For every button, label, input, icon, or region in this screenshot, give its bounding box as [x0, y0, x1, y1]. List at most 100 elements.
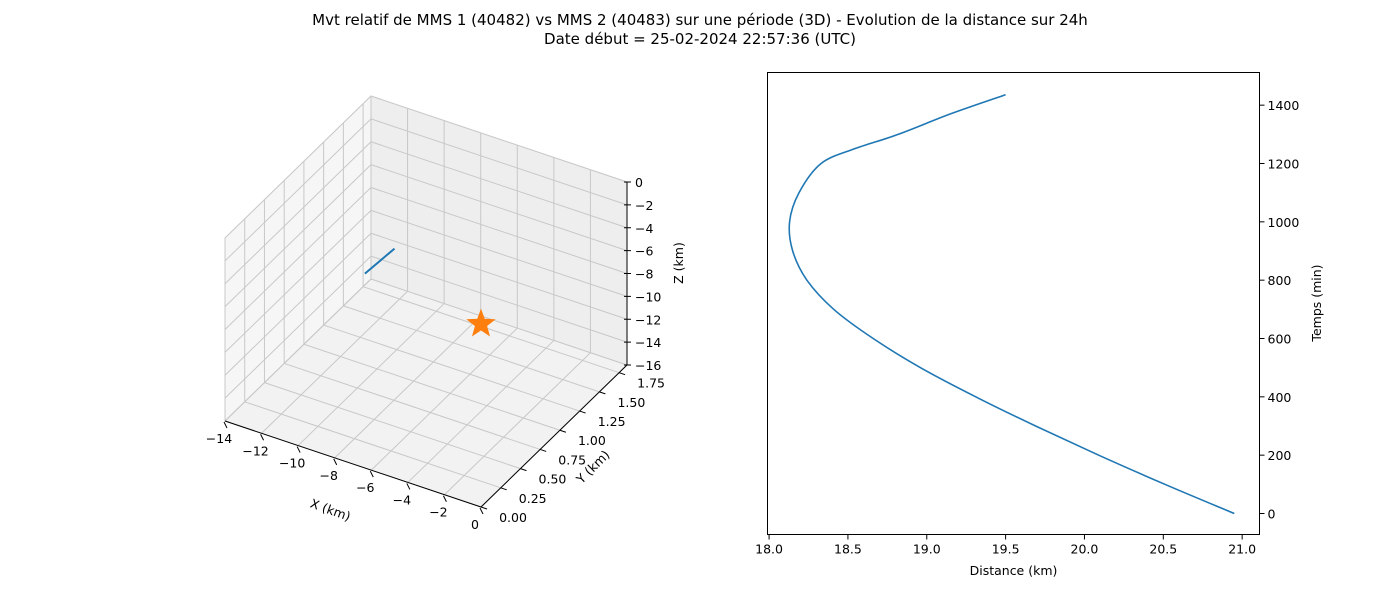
- x-tick-label: 18.0: [755, 542, 783, 557]
- grid-line-x-floor: [407, 340, 555, 483]
- x-tick-label: −2: [429, 505, 447, 520]
- grid-line-x-floor: [334, 315, 482, 459]
- ticks-2d: 18.0 18.5 19.0 19.5 20.0 20.5 21.0 0 200 400 600 80…: [755, 98, 1299, 556]
- y-tick-label: 0.25: [519, 491, 547, 506]
- x-axis-line: [224, 420, 482, 508]
- x-tick-label: 18.5: [834, 542, 862, 557]
- grid-line-z-left: [224, 210, 372, 353]
- y-tick-label: 600: [1268, 332, 1292, 347]
- y-tick-label: 800: [1268, 273, 1292, 288]
- grid-line-y-floor: [303, 343, 561, 431]
- y-tick-label: 1.25: [598, 414, 626, 429]
- grid-line-y-floor: [343, 305, 600, 393]
- x-axis-label: Distance (km): [970, 563, 1058, 578]
- x-tick-label: −12: [242, 443, 268, 458]
- y-tick: [559, 429, 567, 433]
- grid-line-z-left: [224, 141, 372, 285]
- grid-line-z-left: [224, 95, 372, 239]
- grid-line-z-back: [370, 232, 628, 320]
- y-axis-label: Temps (min): [1309, 264, 1324, 342]
- x-tick: [296, 446, 301, 453]
- star-marker: [466, 308, 496, 337]
- x-tick-label: −6: [356, 480, 374, 495]
- y-tick: [500, 487, 507, 491]
- grid-line-z-left: [224, 232, 372, 376]
- grid-line-z-left: [224, 118, 372, 262]
- axes-3d: −14 −12 −10 −8 −6 −4 −2 0 0.00 0.25 0.50 0.75 1.00 1.…: [206, 175, 665, 532]
- x-tick-label: 21.0: [1228, 542, 1256, 557]
- y-tick-label: 200: [1268, 448, 1292, 463]
- x-tick-label: −10: [279, 456, 305, 471]
- x-tick-label: 20.5: [1149, 542, 1177, 557]
- grid-line-z-back: [370, 141, 628, 229]
- x-axis-label: X (km): [308, 496, 352, 524]
- y-tick: [618, 372, 626, 376]
- y-tick-label: 1.00: [578, 433, 606, 448]
- grid-line-z-back: [370, 187, 628, 274]
- grid-line-z-back: [370, 164, 628, 252]
- x-tick: [479, 507, 484, 515]
- x-tick-label: 20.0: [1071, 542, 1099, 557]
- y-tick-label: 0.00: [499, 510, 527, 525]
- grid-line-z-back: [370, 118, 628, 206]
- y-tick: [480, 506, 488, 510]
- z-tick-label: −4: [635, 221, 653, 236]
- y-tick-label: 1.75: [637, 376, 665, 391]
- y-tick: [599, 391, 606, 395]
- x-tick: [260, 434, 265, 441]
- y-tick-label: 1400: [1268, 98, 1300, 113]
- grid-line-y-floor: [362, 286, 620, 374]
- x-tick-label: −14: [206, 431, 232, 446]
- z-tick-label: −2: [635, 198, 653, 213]
- plot-3d: −14 −12 −10 −8 −6 −4 −2 0 0.00 0.25 0.50 0.75 1.00 1.…: [206, 94, 686, 532]
- grid-line-x-floor: [444, 352, 591, 496]
- x-tick: [406, 483, 411, 490]
- z-tick-label: −12: [635, 312, 661, 327]
- grid-line-x-floor: [261, 290, 408, 434]
- z-tick-label: −10: [635, 289, 661, 304]
- z-tick-label: −6: [635, 244, 653, 259]
- x-tick-label: −4: [393, 492, 411, 507]
- x-tick-label: 19.0: [913, 542, 941, 557]
- grid-line-z-back: [370, 278, 628, 366]
- y-tick-label: 0: [1268, 507, 1276, 522]
- grid-line-y-floor: [284, 362, 541, 450]
- grid-line-z-left: [224, 187, 372, 330]
- x-tick: [333, 458, 338, 466]
- x-tick: [369, 470, 374, 478]
- plot-frame: [767, 72, 1260, 535]
- grid-line-z-back: [370, 209, 628, 297]
- data-3d: [364, 247, 496, 337]
- y-tick-label: 400: [1268, 390, 1292, 405]
- trajectory-line: [364, 247, 396, 275]
- x-tick-label: 0: [471, 517, 479, 532]
- grid-line-y-floor: [323, 324, 580, 412]
- grid-3d: [224, 95, 628, 508]
- y-tick-label: 0.75: [558, 452, 586, 467]
- y-tick: [540, 448, 547, 452]
- grid-line-z-left: [224, 255, 372, 399]
- grid-line-x-floor: [370, 327, 518, 471]
- figure-subtitle: Date début = 25-02-2024 22:57:36 (UTC): [544, 30, 856, 48]
- y-axis-line: [480, 364, 628, 508]
- z-tick-label: −16: [635, 358, 661, 373]
- z-axis-label: Z (km): [671, 242, 686, 284]
- z-tick-label: −14: [635, 335, 661, 350]
- grid-line-x-floor: [297, 303, 445, 446]
- grid-line-y-floor: [264, 382, 521, 470]
- z-tick-label: 0: [635, 175, 643, 190]
- grid-line-z-back: [370, 95, 628, 183]
- x-tick: [223, 421, 228, 429]
- y-tick-label: 1.50: [617, 395, 645, 410]
- x-tick-label: −8: [319, 468, 337, 483]
- x-tick: [442, 495, 447, 502]
- y-tick-label: 1000: [1268, 215, 1300, 230]
- y-tick-label: 0.50: [539, 472, 567, 487]
- grid-line-z-back: [370, 255, 628, 343]
- figure-title: Mvt relatif de MMS 1 (40482) vs MMS 2 (4…: [312, 11, 1088, 29]
- grid-line-y-floor: [244, 401, 501, 489]
- z-tick-label: −8: [635, 267, 653, 282]
- x-tick-label: 19.5: [992, 542, 1020, 557]
- plot-2d: 18.0 18.5 19.0 19.5 20.0 20.5 21.0 0 200 400 600 80…: [755, 72, 1324, 578]
